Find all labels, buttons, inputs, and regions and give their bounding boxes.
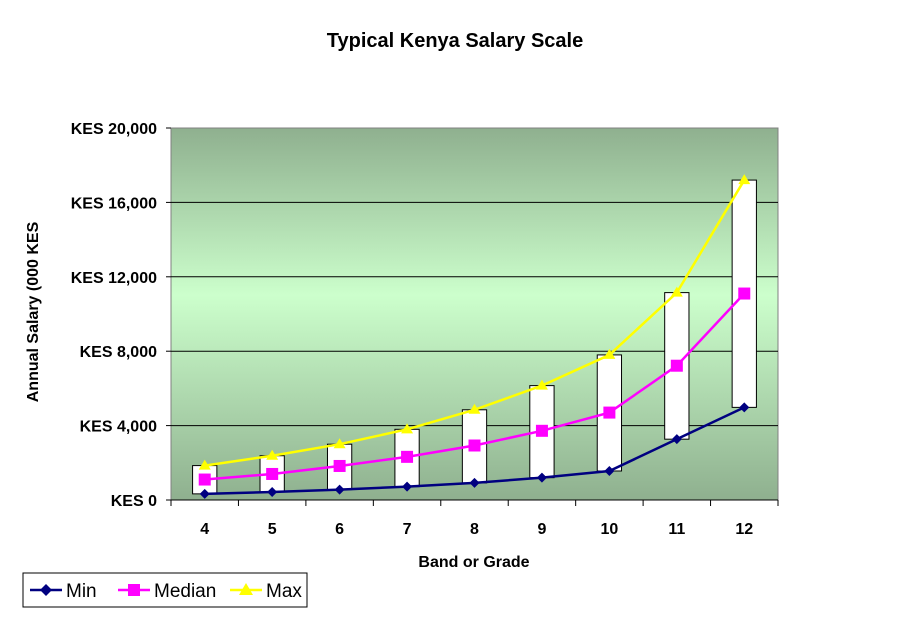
marker-triangle bbox=[266, 449, 279, 460]
marker-diamond bbox=[199, 488, 210, 499]
y-tick-label: KES 20,000 bbox=[71, 121, 157, 138]
marker-triangle bbox=[670, 286, 683, 297]
y-tick-label: KES 12,000 bbox=[71, 270, 157, 287]
marker-square bbox=[128, 584, 140, 596]
x-tick-label: 8 bbox=[470, 521, 479, 538]
series-markers bbox=[198, 174, 751, 499]
x-tick-label: 10 bbox=[600, 521, 618, 538]
y-tick-label: KES 4,000 bbox=[80, 419, 157, 436]
marker-square bbox=[603, 406, 616, 419]
y-tick-label: KES 8,000 bbox=[80, 344, 157, 361]
y-tick-label: KES 16,000 bbox=[71, 195, 157, 212]
marker-square bbox=[670, 359, 683, 372]
x-axis-label: Band or Grade bbox=[418, 554, 529, 571]
marker-triangle bbox=[535, 379, 548, 390]
marker-triangle bbox=[738, 174, 751, 185]
marker-triangle bbox=[198, 459, 211, 470]
legend-label-min: Min bbox=[66, 581, 97, 602]
marker-square bbox=[266, 467, 279, 480]
marker-square bbox=[198, 473, 211, 486]
legend-label-max: Max bbox=[266, 581, 302, 602]
marker-triangle bbox=[333, 438, 346, 449]
marker-square bbox=[333, 459, 346, 472]
marker-diamond bbox=[739, 402, 750, 413]
marker-diamond bbox=[334, 484, 345, 495]
marker-triangle bbox=[603, 348, 616, 359]
marker-triangle bbox=[239, 583, 253, 595]
legend: Min Median Max bbox=[22, 572, 308, 608]
marker-square bbox=[401, 450, 414, 463]
x-tick-label: 5 bbox=[268, 521, 277, 538]
x-tick-label: 6 bbox=[335, 521, 344, 538]
x-axis-ticks: 4 5 6 7 8 9 10 11 12 bbox=[170, 499, 779, 538]
marker-diamond bbox=[402, 481, 413, 492]
x-tick-label: 9 bbox=[537, 521, 546, 538]
x-tick-label: 12 bbox=[735, 521, 753, 538]
marker-diamond bbox=[469, 477, 480, 488]
y-axis-label: Annual Salary (000 KES bbox=[25, 221, 42, 402]
x-tick-label: 7 bbox=[403, 521, 412, 538]
marker-triangle bbox=[401, 423, 414, 434]
marker-diamond bbox=[604, 465, 615, 476]
marker-square bbox=[535, 424, 548, 437]
marker-diamond bbox=[40, 584, 52, 596]
chart-title: Typical Kenya Salary Scale bbox=[327, 30, 583, 52]
marker-diamond bbox=[536, 472, 547, 483]
marker-diamond bbox=[671, 434, 682, 445]
legend-label-median: Median bbox=[154, 581, 216, 602]
x-tick-label: 4 bbox=[200, 521, 209, 538]
y-axis-ticks: KES 0 KES 4,000 KES 8,000 KES 12,000 KES 16,… bbox=[71, 121, 171, 510]
marker-square bbox=[468, 439, 481, 452]
marker-triangle bbox=[468, 403, 481, 414]
y-tick-label: KES 0 bbox=[111, 493, 157, 510]
marker-square bbox=[738, 287, 751, 300]
x-tick-label: 11 bbox=[668, 521, 685, 538]
marker-diamond bbox=[267, 487, 278, 498]
